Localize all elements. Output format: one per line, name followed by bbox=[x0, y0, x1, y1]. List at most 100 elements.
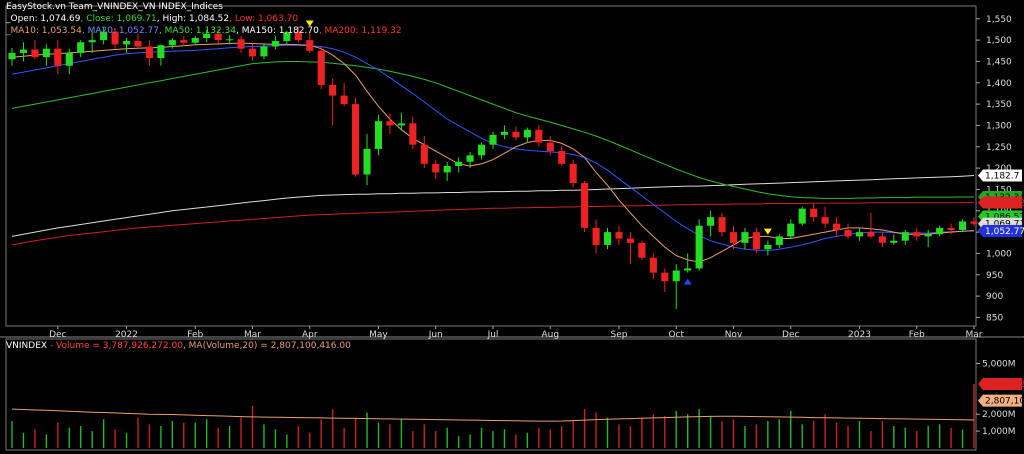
ma-item: , MA50: 1,132.34 bbox=[158, 26, 237, 36]
candle-body bbox=[729, 232, 738, 243]
candle-body bbox=[432, 163, 440, 173]
last_green-tag-label: 1,086.57 bbox=[985, 213, 1024, 223]
candle-body bbox=[958, 221, 967, 230]
candle-body bbox=[443, 166, 451, 173]
candle-body bbox=[397, 123, 405, 126]
candle-body bbox=[546, 142, 554, 152]
month-label: Mar bbox=[966, 330, 983, 340]
candle-body bbox=[913, 232, 921, 237]
candle-body bbox=[626, 238, 634, 243]
candle-body bbox=[775, 236, 783, 245]
candle-body bbox=[409, 123, 417, 145]
candle-body bbox=[237, 39, 245, 49]
candle-body bbox=[890, 240, 898, 243]
candle-body bbox=[684, 268, 692, 271]
price-tick-label: 1,400 bbox=[986, 79, 1012, 89]
ma-item: _MA10: 1,053.54 bbox=[6, 26, 82, 36]
ohlc-item: _Open: 1,074.69 bbox=[6, 14, 81, 24]
sell-signal-marker bbox=[305, 20, 314, 27]
volume-tick-label: 5,000M bbox=[982, 360, 1016, 370]
sell-signal-marker bbox=[763, 228, 772, 235]
candle-body bbox=[111, 31, 119, 45]
candle-body bbox=[615, 232, 623, 239]
price-tick-label: 1,450 bbox=[986, 57, 1012, 67]
price-tick-label: 1,200 bbox=[986, 164, 1012, 174]
candle-body bbox=[821, 217, 829, 224]
month-label: Oct bbox=[668, 330, 684, 340]
candle-body bbox=[386, 121, 394, 126]
candle-body bbox=[317, 50, 325, 85]
candle-body bbox=[970, 221, 978, 224]
month-label: Jun bbox=[428, 330, 443, 340]
price-tick-label: 950 bbox=[986, 271, 1003, 281]
candle-body bbox=[787, 223, 795, 237]
month-label: Jul bbox=[487, 330, 499, 340]
candle-body bbox=[752, 232, 760, 250]
price-tick-label: 1,550 bbox=[986, 15, 1012, 25]
price-tick-label: 1,350 bbox=[986, 100, 1012, 110]
candle-body bbox=[764, 244, 772, 250]
candle-body bbox=[844, 230, 852, 237]
month-label: May bbox=[369, 330, 388, 340]
month-label: Sep bbox=[610, 330, 627, 340]
ma200-line bbox=[11, 202, 974, 246]
month-label: Nov bbox=[725, 330, 743, 340]
candle-body bbox=[867, 232, 875, 237]
ma20-tag-bg bbox=[978, 224, 1022, 237]
candle-body bbox=[512, 131, 520, 138]
candle-body bbox=[466, 155, 474, 162]
month-label: Mar bbox=[244, 330, 261, 340]
candle-body bbox=[8, 52, 16, 60]
candle-body bbox=[283, 32, 291, 41]
candle-body bbox=[833, 223, 841, 230]
month-label: 2022 bbox=[115, 330, 138, 340]
candle-body bbox=[168, 40, 176, 46]
candle-body bbox=[924, 234, 932, 237]
candle-body bbox=[420, 144, 428, 164]
ma-legend: _MA10: 1,053.54, MA20: 1,052.77, MA50: 1… bbox=[6, 26, 402, 37]
candle-body bbox=[352, 104, 360, 175]
candle-body bbox=[19, 49, 28, 53]
candle-body bbox=[489, 134, 497, 145]
month-label: Dec bbox=[49, 330, 66, 340]
candle-body bbox=[100, 31, 108, 41]
candle-body bbox=[535, 129, 543, 143]
ma-item: , MA200: 1,119.32 bbox=[318, 26, 402, 36]
candle-body bbox=[88, 40, 96, 43]
candle-body bbox=[523, 129, 531, 138]
ohlc-item: , High: 1,084.52 bbox=[156, 14, 230, 24]
vol_ma-tag-bg bbox=[978, 394, 1022, 407]
candle-body bbox=[329, 84, 337, 96]
candle-body bbox=[649, 257, 657, 273]
price-tick-label: 1,000 bbox=[986, 249, 1012, 259]
vol-tag-bg bbox=[978, 377, 1022, 390]
candle-body bbox=[936, 227, 944, 235]
price-pane-border bbox=[5, 5, 977, 327]
volume-item: VNINDEX bbox=[6, 341, 48, 351]
candle-body bbox=[798, 208, 806, 224]
candle-body bbox=[477, 144, 486, 156]
candle-body bbox=[695, 225, 703, 269]
candle-body bbox=[569, 163, 577, 184]
price-tick-label: 1,250 bbox=[986, 143, 1012, 153]
month-label: 2023 bbox=[848, 330, 871, 340]
candle-body bbox=[122, 40, 131, 45]
candle-body bbox=[191, 38, 199, 43]
ma-item: , MA150: 1,182.70 bbox=[236, 26, 319, 36]
ma150-tag-bg bbox=[978, 169, 1022, 182]
ohlc-item: , Close: 1,069.71 bbox=[80, 14, 157, 24]
candle-body bbox=[180, 40, 188, 43]
candle-body bbox=[294, 32, 302, 41]
price-tick-label: 1,300 bbox=[986, 121, 1012, 131]
candle-body bbox=[340, 95, 348, 105]
volume-tick-label: 1,000M bbox=[982, 427, 1016, 437]
candle-body bbox=[672, 270, 680, 282]
candle-body bbox=[901, 232, 909, 241]
candle-body bbox=[42, 48, 50, 58]
candle-body bbox=[374, 121, 383, 149]
ohlc-legend: _Open: 1,074.69, Close: 1,069.71, High: … bbox=[6, 14, 298, 25]
vol_ma-tag-label: 2,807,10 bbox=[985, 397, 1024, 407]
candle-body bbox=[661, 272, 669, 282]
